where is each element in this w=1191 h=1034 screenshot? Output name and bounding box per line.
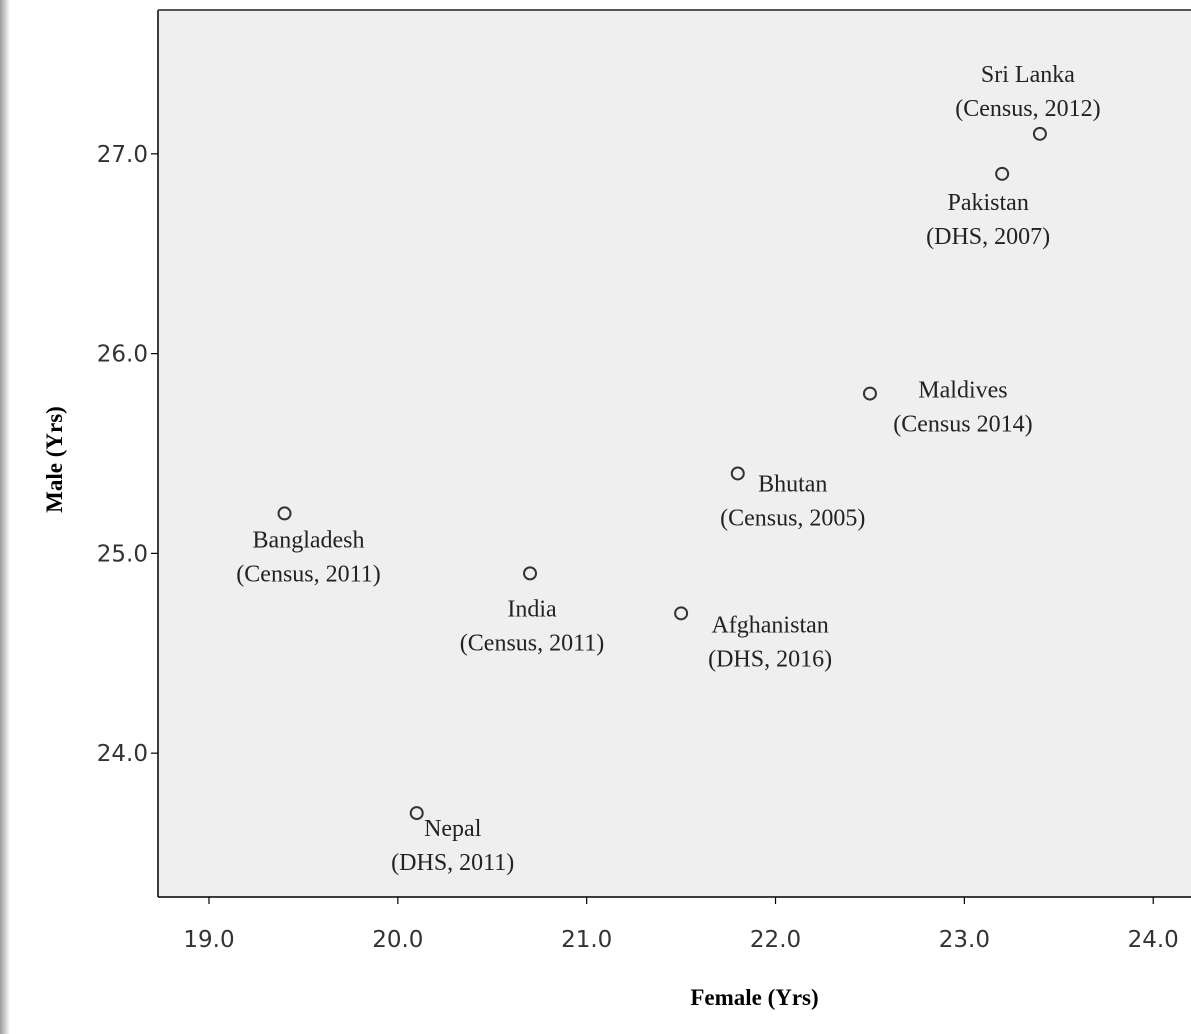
point-label-name: Bhutan bbox=[758, 471, 827, 497]
data-point-marker bbox=[277, 506, 292, 521]
point-label-source: (Census, 2005) bbox=[720, 505, 865, 531]
point-label-source: (DHS, 2007) bbox=[926, 224, 1050, 250]
data-point-marker bbox=[523, 566, 538, 581]
point-label-source: (Census, 2011) bbox=[460, 630, 604, 656]
point-label-name: Afghanistan bbox=[711, 612, 828, 638]
x-axis-ticks: 19.0 20.0 21.0 22.0 23.0 24.0 bbox=[183, 897, 1179, 953]
point-label-source: (Census, 2012) bbox=[955, 96, 1100, 122]
y-axis-title: Male (Yrs) bbox=[42, 406, 67, 513]
point-label-source: (Census, 2011) bbox=[236, 561, 380, 587]
point-label-name: Nepal bbox=[424, 816, 482, 842]
y-tick-label: 24.0 bbox=[97, 741, 148, 767]
plot-area bbox=[158, 10, 1191, 897]
x-tick-label: 21.0 bbox=[561, 927, 612, 953]
x-axis-title: Female (Yrs) bbox=[690, 985, 818, 1010]
point-label-name: Sri Lanka bbox=[981, 62, 1075, 88]
point-label-name: Bangladesh bbox=[253, 527, 365, 553]
point-label-name: India bbox=[507, 596, 557, 622]
point-label-source: (DHS, 2011) bbox=[391, 850, 514, 876]
y-tick-label: 25.0 bbox=[97, 541, 148, 567]
point-label-name: Pakistan bbox=[947, 190, 1028, 216]
x-tick-label: 19.0 bbox=[183, 927, 234, 953]
y-tick-label: 26.0 bbox=[97, 342, 148, 368]
data-point-marker bbox=[674, 606, 689, 621]
data-point-marker bbox=[1032, 126, 1047, 141]
data-point-marker bbox=[862, 386, 877, 401]
data-point-marker bbox=[995, 166, 1010, 181]
data-point-marker bbox=[730, 466, 745, 481]
point-label-source: (DHS, 2016) bbox=[708, 646, 832, 672]
window-edge-strip bbox=[0, 0, 10, 1034]
x-tick-label: 23.0 bbox=[939, 927, 990, 953]
x-tick-label: 22.0 bbox=[750, 927, 801, 953]
x-tick-label: 24.0 bbox=[1128, 927, 1179, 953]
point-label-name: Maldives bbox=[918, 378, 1007, 404]
data-points bbox=[277, 126, 1047, 821]
x-tick-label: 20.0 bbox=[372, 927, 423, 953]
point-label-source: (Census 2014) bbox=[893, 412, 1032, 438]
data-point-marker bbox=[409, 806, 424, 821]
y-tick-label: 27.0 bbox=[97, 142, 148, 168]
point-labels: Sri Lanka (Census, 2012) Pakistan (DHS, 200… bbox=[236, 62, 1100, 876]
y-axis-ticks: 24.0 25.0 26.0 27.0 bbox=[97, 142, 158, 767]
